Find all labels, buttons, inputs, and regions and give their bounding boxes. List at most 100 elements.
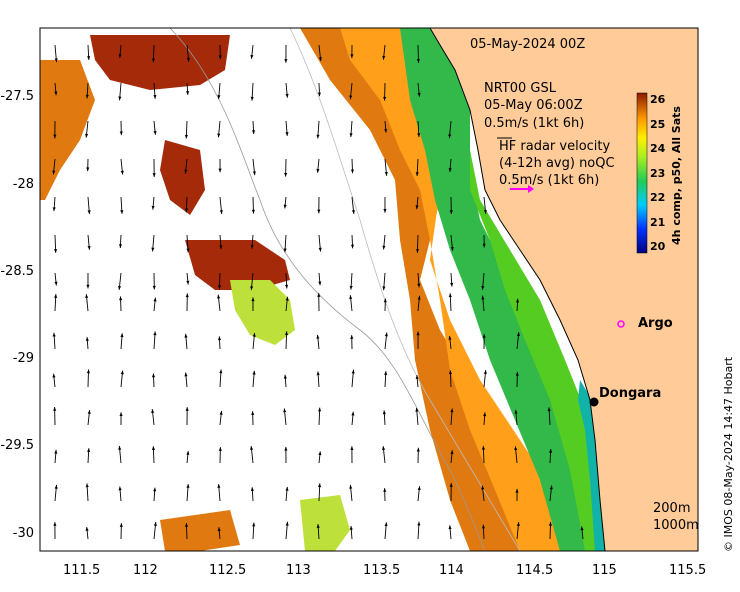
current-arrowhead (482, 334, 486, 338)
current-arrowhead (218, 168, 222, 173)
current-arrowhead (382, 410, 386, 415)
current-arrowhead (119, 131, 123, 136)
current-arrowhead (54, 91, 58, 96)
current-arrowhead (153, 331, 157, 336)
current-arrowhead (87, 448, 91, 452)
current-arrowhead (87, 245, 91, 250)
current-arrowhead (284, 172, 288, 177)
current-arrowhead (218, 285, 222, 290)
y-tick-label: -28 (12, 177, 34, 192)
current-arrowhead (481, 285, 485, 290)
current-arrowhead (250, 487, 254, 491)
current-arrowhead (316, 334, 320, 339)
current-arrowhead (283, 408, 287, 413)
current-arrowhead (217, 336, 222, 341)
x-tick-label: 114.5 (516, 563, 554, 578)
date-label: 05-May-2024 00Z (470, 37, 586, 52)
current-arrowhead (185, 407, 189, 411)
current-arrowhead (283, 374, 287, 379)
colorbar-tick-label: 24 (650, 142, 666, 155)
current-arrowhead (184, 522, 189, 527)
current-arrowhead (415, 172, 419, 177)
current-arrowhead (285, 296, 289, 301)
current-arrowhead (316, 168, 320, 173)
current-arrowhead (219, 369, 223, 374)
current-arrowhead (481, 445, 486, 450)
credit-label: © IMOS 08-May-2024 14:47 Hobart (722, 356, 735, 552)
hf-title: HF radar velocity (499, 139, 611, 154)
current-arrowhead (549, 448, 553, 453)
contour-1000m (289, 28, 521, 551)
colorbar-tick-label: 20 (650, 240, 666, 253)
current-arrowhead (152, 285, 156, 290)
x-tick-label: 115.5 (669, 563, 707, 578)
dongara-marker (589, 397, 599, 407)
current-arrowhead (120, 210, 124, 214)
current-arrowhead (481, 295, 485, 300)
place-argo: Argo (638, 316, 673, 331)
current-arrowhead (119, 523, 123, 527)
current-arrowhead (317, 293, 321, 297)
x-tick-label: 113.5 (363, 563, 401, 578)
current-arrowhead (384, 371, 388, 375)
current-arrowhead (119, 296, 123, 301)
x-tick-label: 115 (592, 563, 617, 578)
current-arrowhead (120, 170, 124, 175)
current-arrowhead (251, 411, 255, 415)
current-arrowhead (53, 249, 58, 253)
current-arrowhead (384, 128, 388, 133)
current-arrowhead (285, 486, 289, 491)
current-arrowhead (153, 130, 157, 135)
current-arrowhead (151, 409, 155, 413)
current-arrowhead (118, 486, 122, 491)
current-arrowhead (85, 133, 89, 138)
current-arrowhead (316, 524, 320, 528)
current-arrowhead (184, 208, 189, 213)
sst-patch-mid (160, 140, 205, 215)
current-arrowhead (384, 522, 388, 527)
current-arrowhead (349, 95, 353, 100)
current-arrowhead (450, 282, 454, 287)
current-arrowhead (415, 407, 419, 412)
current-arrowhead (153, 521, 157, 526)
current-arrowhead (318, 57, 322, 62)
current-arrowhead (448, 525, 452, 530)
current-arrowhead (250, 446, 254, 450)
y-tick-label: -30 (12, 526, 34, 541)
current-arrowhead (54, 484, 58, 489)
current-arrowhead (284, 59, 288, 63)
sst-patch-sw (160, 510, 240, 551)
current-arrowhead (515, 371, 519, 376)
model-title: NRT00 GSL (484, 81, 556, 96)
current-arrowhead (383, 209, 387, 213)
current-arrowhead (448, 293, 452, 297)
current-arrowhead (417, 521, 421, 526)
current-arrowhead (85, 483, 89, 488)
current-arrowhead (217, 527, 221, 532)
current-arrowhead (118, 445, 122, 450)
current-arrowhead (284, 331, 289, 336)
current-arrowhead (449, 210, 453, 214)
current-arrowhead (252, 171, 256, 176)
current-arrowhead (580, 526, 584, 531)
current-arrowhead (415, 205, 419, 210)
current-arrowhead (87, 56, 91, 60)
current-arrowhead (119, 412, 123, 416)
current-arrowhead (186, 91, 190, 95)
current-arrowhead (87, 210, 91, 215)
current-arrowhead (350, 244, 355, 249)
current-arrowhead (52, 373, 56, 378)
current-arrowhead (318, 281, 322, 286)
y-tick-label: -28.5 (0, 264, 34, 279)
hf-scale: 0.5m/s (1kt 6h) (499, 173, 600, 188)
current-arrowhead (250, 244, 254, 249)
current-arrowhead (547, 407, 551, 412)
current-arrowhead (549, 485, 553, 490)
current-arrowhead (514, 446, 518, 451)
sst-green-band (400, 28, 605, 551)
model-time: 05-May 06:00Z (484, 98, 583, 113)
colorbar-tick-label: 26 (650, 93, 666, 106)
current-arrowhead (483, 412, 487, 417)
current-arrowhead (350, 169, 354, 174)
